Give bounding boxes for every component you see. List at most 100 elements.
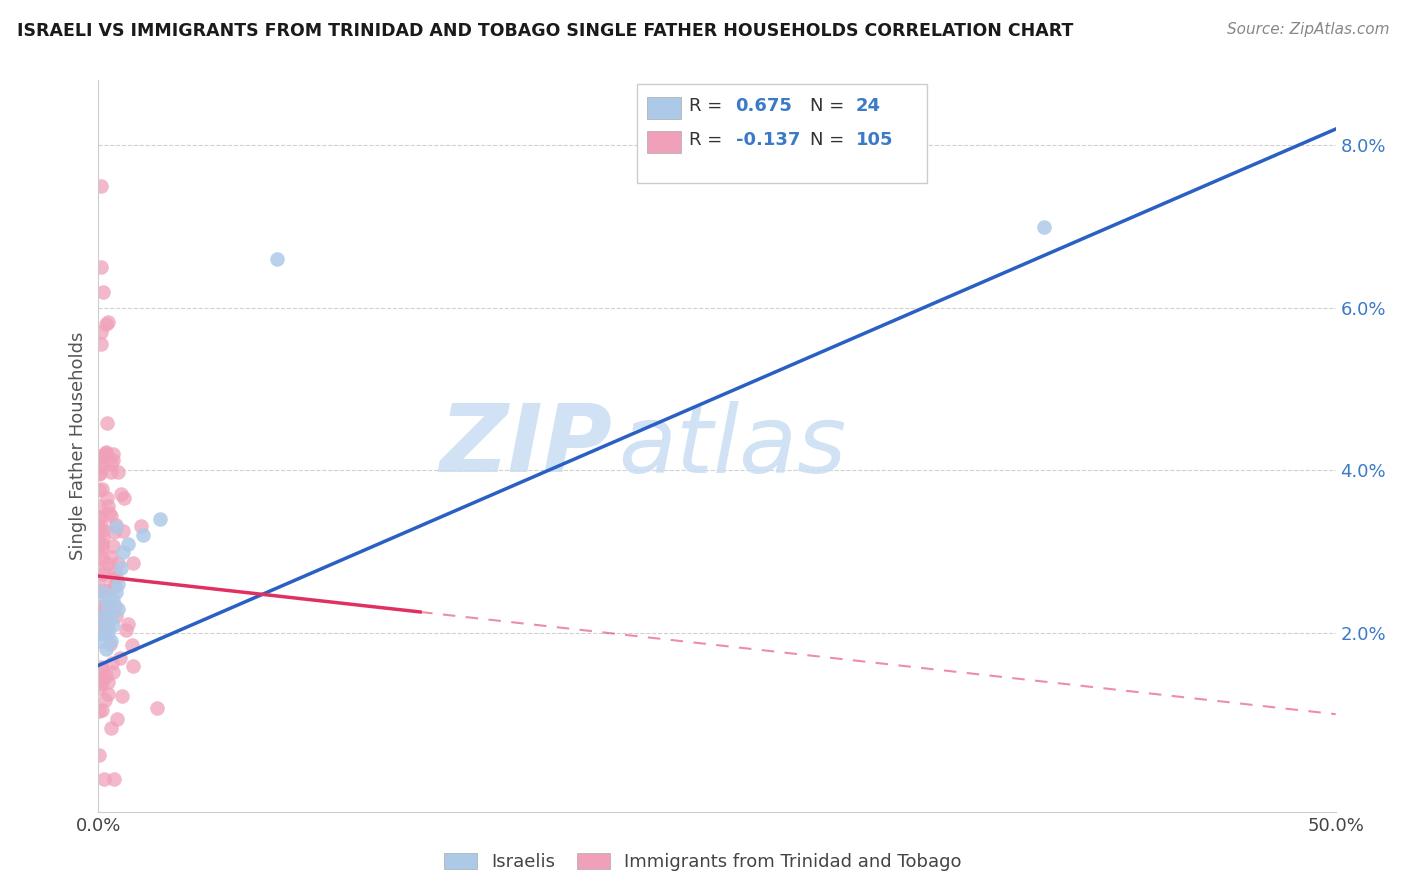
FancyBboxPatch shape (647, 131, 681, 153)
Point (149, 512, 172, 526)
Y-axis label: Single Father Households: Single Father Households (69, 332, 87, 560)
Point (89, 551, 111, 566)
Point (121, 638, 143, 652)
Point (89, 704, 111, 718)
Point (90, 622, 112, 636)
Point (96, 669, 118, 683)
Point (112, 544, 135, 558)
Point (94, 448, 117, 462)
Point (94, 583, 117, 598)
Point (96, 557, 118, 571)
Point (122, 658, 145, 673)
Point (89, 510, 111, 524)
Point (100, 722, 122, 736)
Point (112, 524, 135, 538)
Point (112, 491, 135, 505)
Point (89, 467, 111, 481)
Point (89, 609, 111, 624)
Point (91, 459, 114, 474)
Point (266, 252, 288, 266)
Point (96, 416, 118, 430)
Point (122, 556, 145, 570)
Point (89, 575, 111, 590)
Point (107, 556, 129, 570)
Point (96, 491, 118, 505)
Point (90, 620, 112, 634)
Point (90, 660, 112, 674)
Point (90, 178, 112, 193)
Point (89, 483, 111, 498)
Point (132, 528, 155, 542)
Point (97, 674, 120, 689)
Text: R =: R = (689, 97, 727, 115)
Point (89, 500, 111, 514)
Point (104, 579, 127, 593)
Point (104, 565, 127, 579)
Point (131, 518, 153, 533)
Point (101, 447, 124, 461)
FancyBboxPatch shape (637, 84, 928, 183)
Point (103, 573, 125, 587)
Point (110, 487, 132, 501)
Point (89, 584, 111, 599)
Point (100, 465, 122, 479)
Text: R =: R = (689, 131, 727, 149)
Point (100, 457, 122, 471)
Point (101, 453, 124, 467)
Point (103, 772, 125, 787)
Point (93, 285, 115, 299)
Point (107, 577, 129, 591)
Point (89, 619, 111, 633)
Point (91, 455, 114, 469)
Point (93, 562, 115, 576)
Point (104, 520, 127, 534)
Point (94, 317, 117, 331)
Text: 0.675: 0.675 (735, 97, 793, 115)
Point (89, 449, 111, 463)
Point (101, 665, 124, 679)
Point (90, 260, 112, 275)
Point (103, 525, 125, 540)
Point (104, 599, 127, 614)
Point (107, 601, 129, 615)
Point (89, 466, 111, 480)
Legend: Israelis, Immigrants from Trinidad and Tobago: Israelis, Immigrants from Trinidad and T… (437, 846, 969, 879)
Point (91, 482, 114, 496)
Point (105, 712, 128, 726)
Text: N =: N = (810, 131, 849, 149)
Point (97, 620, 120, 634)
Point (107, 465, 129, 479)
Point (100, 550, 122, 565)
Point (108, 650, 131, 665)
Point (103, 593, 125, 607)
Point (90, 676, 112, 690)
Point (89, 681, 111, 696)
Point (89, 613, 111, 627)
Point (90, 607, 112, 622)
Point (89, 509, 111, 524)
Point (91, 531, 114, 545)
Point (89, 536, 111, 550)
Point (93, 693, 115, 707)
Point (94, 446, 117, 460)
Text: -0.137: -0.137 (735, 131, 800, 149)
Point (96, 583, 118, 598)
Point (101, 656, 124, 670)
Point (89, 748, 111, 763)
Point (89, 610, 111, 624)
Point (91, 566, 114, 581)
Point (97, 601, 120, 615)
Point (94, 611, 117, 625)
Point (98, 637, 121, 651)
Point (98, 506, 121, 520)
Text: ISRAELI VS IMMIGRANTS FROM TRINIDAD AND TOBAGO SINGLE FATHER HOUSEHOLDS CORRELAT: ISRAELI VS IMMIGRANTS FROM TRINIDAD AND … (17, 22, 1073, 40)
Text: ZIP: ZIP (439, 400, 612, 492)
Point (93, 626, 115, 640)
Point (100, 634, 122, 648)
Point (110, 561, 132, 575)
Point (90, 634, 112, 648)
Point (90, 518, 112, 533)
Point (105, 570, 128, 584)
Point (115, 624, 138, 638)
Point (93, 624, 115, 639)
